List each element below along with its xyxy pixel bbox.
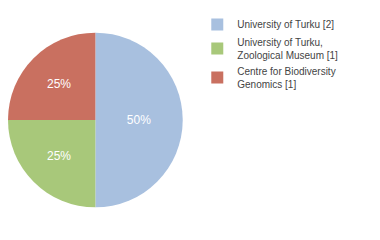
svg-text:Centre for BiodiversityGenomic: Centre for BiodiversityGenomics [1]	[237, 66, 335, 90]
svg-text:25%: 25%	[47, 149, 71, 163]
svg-text:University of Turku [2]: University of Turku [2]	[237, 19, 334, 30]
svg-text:25%: 25%	[47, 77, 71, 91]
svg-text:50%: 50%	[127, 113, 151, 127]
svg-text:University of Turku,Zoological: University of Turku,Zoological Museum [1…	[237, 37, 338, 61]
